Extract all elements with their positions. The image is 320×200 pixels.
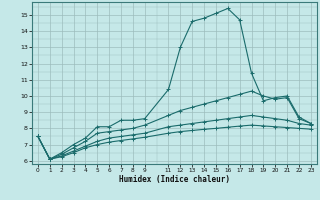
- X-axis label: Humidex (Indice chaleur): Humidex (Indice chaleur): [119, 175, 230, 184]
